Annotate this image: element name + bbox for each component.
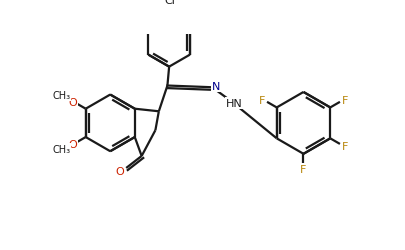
Text: O: O <box>68 98 77 108</box>
Text: F: F <box>258 95 264 105</box>
Text: F: F <box>300 164 306 174</box>
Text: CH₃: CH₃ <box>53 90 70 101</box>
Text: Cl: Cl <box>164 0 175 6</box>
Text: F: F <box>341 142 347 152</box>
Text: HN: HN <box>226 98 242 108</box>
Text: N: N <box>212 82 220 92</box>
Text: O: O <box>68 139 77 149</box>
Text: CH₃: CH₃ <box>53 144 70 154</box>
Text: O: O <box>115 166 124 176</box>
Text: F: F <box>341 95 347 105</box>
